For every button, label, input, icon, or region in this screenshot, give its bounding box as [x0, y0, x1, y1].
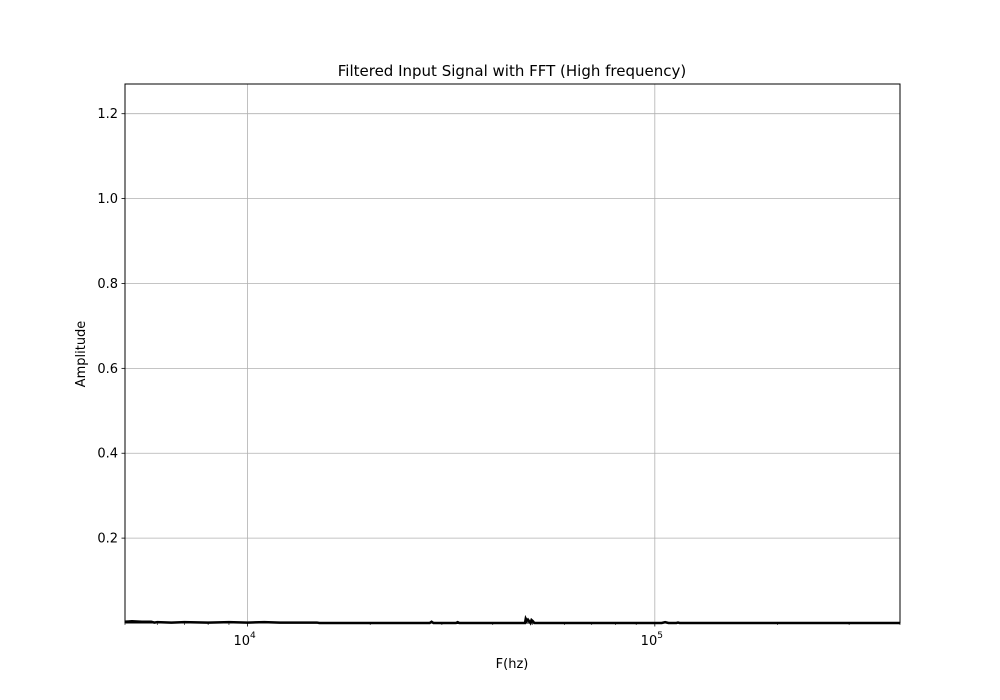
y-tick-label: 0.6 — [97, 362, 118, 377]
x-major-ticks: 104 105 — [233, 623, 663, 649]
y-axis-label: Amplitude — [74, 321, 89, 388]
y-tick-label: 0.2 — [97, 532, 118, 547]
y-tick-label: 1.2 — [97, 107, 118, 122]
y-ticks: 0.2 0.4 0.6 0.8 1.0 1.2 — [97, 107, 125, 547]
y-tick-label: 0.8 — [97, 277, 118, 292]
x-axis-label: F(hz) — [496, 657, 529, 672]
y-tick-label: 1.0 — [97, 192, 118, 207]
series-line — [124, 614, 900, 626]
series — [124, 614, 900, 626]
grid — [125, 84, 900, 623]
x-tick-label: 104 — [233, 631, 256, 649]
y-tick-label: 0.4 — [97, 447, 118, 462]
plot-frame — [124, 83, 901, 624]
x-tick-label: 105 — [641, 631, 663, 649]
chart-title: Filtered Input Signal with FFT (High fre… — [338, 62, 687, 80]
